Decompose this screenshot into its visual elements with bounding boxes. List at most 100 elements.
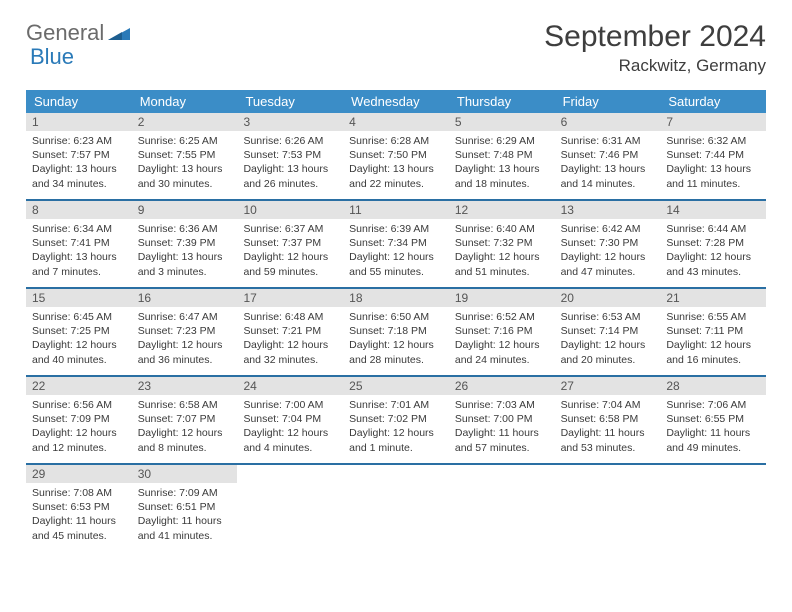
day-content: Sunrise: 6:29 AMSunset: 7:48 PMDaylight:… bbox=[449, 131, 555, 197]
daylight-text: Daylight: 12 hours and 12 minutes. bbox=[32, 426, 126, 454]
day-number: 7 bbox=[660, 113, 766, 131]
weeks-container: 1 Sunrise: 6:23 AMSunset: 7:57 PM Daylight… bbox=[26, 113, 766, 551]
daylight-text: Daylight: 12 hours and 43 minutes. bbox=[666, 250, 760, 278]
sunrise-text: Sunrise: 6:53 AM bbox=[561, 310, 655, 324]
day-content: Sunrise: 6:52 AMSunset: 7:16 PMDaylight:… bbox=[449, 307, 555, 373]
day-number: 1 bbox=[26, 113, 132, 131]
day-content: Sunrise: 7:03 AMSunset: 7:00 PMDaylight:… bbox=[449, 395, 555, 461]
weekday-row: Sunday Monday Tuesday Wednesday Thursday… bbox=[26, 90, 766, 113]
sunset-text: Sunset: 7:48 PM bbox=[455, 148, 549, 162]
day-cell: 12Sunrise: 6:40 AMSunset: 7:32 PMDayligh… bbox=[449, 201, 555, 287]
day-cell: 1Sunrise: 6:23 AMSunset: 7:57 PMDaylight… bbox=[26, 113, 132, 199]
sunrise-text: Sunrise: 7:09 AM bbox=[138, 486, 232, 500]
day-cell: 21Sunrise: 6:55 AMSunset: 7:11 PMDayligh… bbox=[660, 289, 766, 375]
sunset-text: Sunset: 7:18 PM bbox=[349, 324, 443, 338]
day-content: Sunrise: 7:04 AMSunset: 6:58 PMDaylight:… bbox=[555, 395, 661, 461]
sunrise-text: Sunrise: 6:44 AM bbox=[666, 222, 760, 236]
day-cell: 29Sunrise: 7:08 AMSunset: 6:53 PMDayligh… bbox=[26, 465, 132, 551]
daylight-text: Daylight: 13 hours and 7 minutes. bbox=[32, 250, 126, 278]
week-row: 8Sunrise: 6:34 AMSunset: 7:41 PMDaylight… bbox=[26, 201, 766, 289]
day-number: 15 bbox=[26, 289, 132, 307]
header-right: September 2024 Rackwitz, Germany bbox=[544, 20, 766, 76]
week-row: 1 Sunrise: 6:23 AMSunset: 7:57 PM Daylight… bbox=[26, 113, 766, 201]
day-content: Sunrise: 6:28 AMSunset: 7:50 PMDaylight:… bbox=[343, 131, 449, 197]
day-cell: 24Sunrise: 7:00 AMSunset: 7:04 PMDayligh… bbox=[237, 377, 343, 463]
sunset-text: Sunset: 6:53 PM bbox=[32, 500, 126, 514]
sunrise-text: Sunrise: 6:26 AM bbox=[243, 134, 337, 148]
sunset-text: Sunset: 7:07 PM bbox=[138, 412, 232, 426]
day-number: 19 bbox=[449, 289, 555, 307]
day-number: 2 bbox=[132, 113, 238, 131]
sunset-text: Sunset: 7:44 PM bbox=[666, 148, 760, 162]
sunset-text: Sunset: 7:32 PM bbox=[455, 236, 549, 250]
day-content: Sunrise: 6:31 AMSunset: 7:46 PMDaylight:… bbox=[555, 131, 661, 197]
day-cell: 15Sunrise: 6:45 AMSunset: 7:25 PMDayligh… bbox=[26, 289, 132, 375]
day-cell: 16Sunrise: 6:47 AMSunset: 7:23 PMDayligh… bbox=[132, 289, 238, 375]
daylight-text: Daylight: 13 hours and 3 minutes. bbox=[138, 250, 232, 278]
day-cell: 25Sunrise: 7:01 AMSunset: 7:02 PMDayligh… bbox=[343, 377, 449, 463]
sunset-text: Sunset: 6:58 PM bbox=[561, 412, 655, 426]
day-content: Sunrise: 6:34 AMSunset: 7:41 PMDaylight:… bbox=[26, 219, 132, 285]
sunrise-text: Sunrise: 7:01 AM bbox=[349, 398, 443, 412]
calendar: Sunday Monday Tuesday Wednesday Thursday… bbox=[26, 90, 766, 551]
day-content: Sunrise: 6:44 AMSunset: 7:28 PMDaylight:… bbox=[660, 219, 766, 285]
day-cell: 28 Sunrise: 7:06 AMSunset: 6:55 PMDayligh… bbox=[660, 377, 766, 463]
day-cell bbox=[343, 465, 449, 551]
day-cell: 13Sunrise: 6:42 AMSunset: 7:30 PMDayligh… bbox=[555, 201, 661, 287]
logo-row2: Blue bbox=[30, 44, 74, 70]
daylight-text: Daylight: 12 hours and 47 minutes. bbox=[561, 250, 655, 278]
daylight-text: Daylight: 11 hours and 45 minutes. bbox=[32, 514, 126, 542]
sunrise-text: Sunrise: 7:06 AM bbox=[666, 398, 760, 412]
daylight-text: Daylight: 12 hours and 55 minutes. bbox=[349, 250, 443, 278]
sunrise-text: Sunrise: 7:08 AM bbox=[32, 486, 126, 500]
sunrise-text: Sunrise: 6:39 AM bbox=[349, 222, 443, 236]
sunset-text: Sunset: 7:02 PM bbox=[349, 412, 443, 426]
day-content: Sunrise: 6:36 AMSunset: 7:39 PMDaylight:… bbox=[132, 219, 238, 285]
day-number: 4 bbox=[343, 113, 449, 131]
daylight-text: Daylight: 12 hours and 59 minutes. bbox=[243, 250, 337, 278]
sunset-text: Sunset: 7:28 PM bbox=[666, 236, 760, 250]
sunrise-text: Sunrise: 6:40 AM bbox=[455, 222, 549, 236]
day-content: Sunrise: 6:56 AMSunset: 7:09 PMDaylight:… bbox=[26, 395, 132, 461]
week-row: 29Sunrise: 7:08 AMSunset: 6:53 PMDayligh… bbox=[26, 465, 766, 551]
sunset-text: Sunset: 6:55 PM bbox=[666, 412, 760, 426]
daylight-text: Daylight: 12 hours and 16 minutes. bbox=[666, 338, 760, 366]
daylight-text: Daylight: 11 hours and 49 minutes. bbox=[666, 426, 760, 454]
sunset-text: Sunset: 7:11 PM bbox=[666, 324, 760, 338]
sunset-text: Sunset: 7:57 PM bbox=[32, 148, 126, 162]
day-number: 14 bbox=[660, 201, 766, 219]
weekday-sun: Sunday bbox=[26, 90, 132, 113]
sunrise-text: Sunrise: 6:23 AM bbox=[32, 134, 126, 148]
day-cell: 4Sunrise: 6:28 AMSunset: 7:50 PMDaylight… bbox=[343, 113, 449, 199]
sunrise-text: Sunrise: 6:36 AM bbox=[138, 222, 232, 236]
day-number: 13 bbox=[555, 201, 661, 219]
sunset-text: Sunset: 6:51 PM bbox=[138, 500, 232, 514]
sunrise-text: Sunrise: 6:58 AM bbox=[138, 398, 232, 412]
day-content: Sunrise: 7:08 AMSunset: 6:53 PMDaylight:… bbox=[26, 483, 132, 549]
sunrise-text: Sunrise: 6:37 AM bbox=[243, 222, 337, 236]
logo-text-2: Blue bbox=[30, 44, 74, 69]
weekday-sat: Saturday bbox=[660, 90, 766, 113]
day-number: 21 bbox=[660, 289, 766, 307]
day-cell: 22Sunrise: 6:56 AMSunset: 7:09 PMDayligh… bbox=[26, 377, 132, 463]
sunset-text: Sunset: 7:23 PM bbox=[138, 324, 232, 338]
day-cell: 19Sunrise: 6:52 AMSunset: 7:16 PMDayligh… bbox=[449, 289, 555, 375]
sunrise-text: Sunrise: 6:56 AM bbox=[32, 398, 126, 412]
day-number: 26 bbox=[449, 377, 555, 395]
sunset-text: Sunset: 7:25 PM bbox=[32, 324, 126, 338]
weekday-thu: Thursday bbox=[449, 90, 555, 113]
sunrise-text: Sunrise: 6:50 AM bbox=[349, 310, 443, 324]
sunset-text: Sunset: 7:30 PM bbox=[561, 236, 655, 250]
day-cell: 9Sunrise: 6:36 AMSunset: 7:39 PMDaylight… bbox=[132, 201, 238, 287]
sunrise-text: Sunrise: 6:25 AM bbox=[138, 134, 232, 148]
daylight-text: Daylight: 12 hours and 28 minutes. bbox=[349, 338, 443, 366]
day-content: Sunrise: 6:26 AMSunset: 7:53 PMDaylight:… bbox=[237, 131, 343, 197]
day-cell bbox=[449, 465, 555, 551]
daylight-text: Daylight: 13 hours and 26 minutes. bbox=[243, 162, 337, 190]
day-number: 8 bbox=[26, 201, 132, 219]
day-content: Sunrise: 6:58 AMSunset: 7:07 PMDaylight:… bbox=[132, 395, 238, 461]
daylight-text: Daylight: 12 hours and 40 minutes. bbox=[32, 338, 126, 366]
sunset-text: Sunset: 7:21 PM bbox=[243, 324, 337, 338]
daylight-text: Daylight: 12 hours and 51 minutes. bbox=[455, 250, 549, 278]
day-number: 28 bbox=[660, 377, 766, 395]
